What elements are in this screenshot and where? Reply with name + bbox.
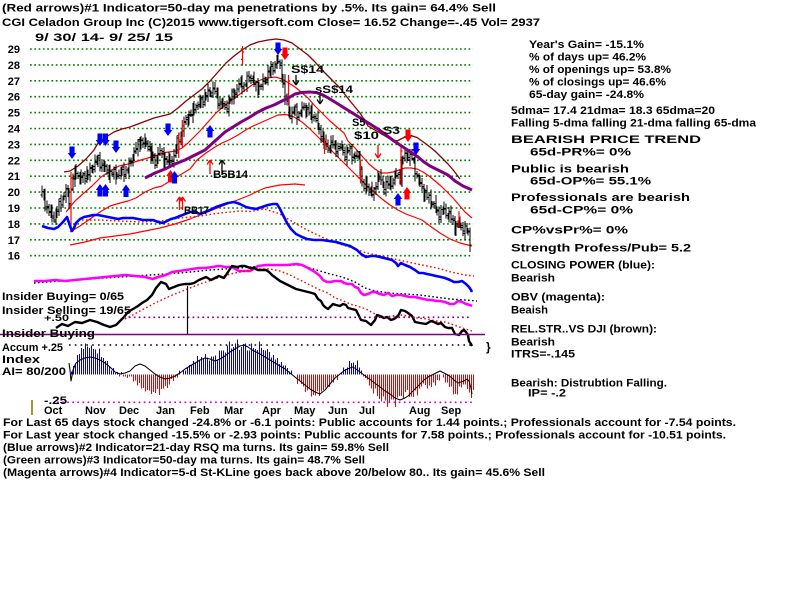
svg-text:AI= 80/200: AI= 80/200 (2, 366, 66, 378)
svg-text:S3: S3 (383, 125, 400, 137)
svg-text:Bearish: Bearish (511, 337, 555, 349)
svg-text:Bearish: Bearish (511, 273, 555, 285)
svg-text:Apr: Apr (262, 405, 282, 417)
svg-text:(Blue arrows)#2 Indicator=21-d: (Blue arrows)#2 Indicator=21-day RSQ ma … (3, 442, 389, 454)
svg-text:25: 25 (8, 108, 20, 120)
svg-text:Strength Profess/Pub= 5.2: Strength Profess/Pub= 5.2 (511, 243, 691, 255)
svg-text:CLOSING POWER (blue):: CLOSING POWER (blue): (511, 260, 655, 272)
svg-text:Nov: Nov (85, 405, 107, 417)
svg-text:27: 27 (8, 76, 20, 88)
svg-text:Insider Buying= 0/65: Insider Buying= 0/65 (2, 291, 124, 303)
svg-text:20: 20 (8, 187, 20, 199)
svg-text:For Last 65 days stock changed: For Last 65 days stock changed -24.8% or… (3, 417, 736, 429)
svg-text:Public is bearish: Public is bearish (511, 164, 629, 176)
svg-text:+.50: +.50 (44, 313, 69, 323)
svg-text:% of openings up= 53.8%: % of openings up= 53.8% (529, 64, 671, 76)
svg-text:ITRS=-.145: ITRS=-.145 (511, 349, 575, 361)
svg-text:Jan: Jan (156, 405, 175, 417)
svg-text:Year's Gain= -15.1%: Year's Gain= -15.1% (529, 39, 644, 51)
svg-text:BEARISH PRICE TREND: BEARISH PRICE TREND (511, 134, 701, 146)
svg-text:% of days up= 46.2%: % of days up= 46.2% (529, 52, 646, 64)
svg-text:26: 26 (8, 92, 20, 104)
svg-text:B5B14: B5B14 (213, 169, 249, 181)
svg-text:Jul: Jul (359, 405, 375, 417)
svg-text:% of closings up= 46.6%: % of closings up= 46.6% (529, 77, 666, 89)
svg-text:65d-PR%= 0%: 65d-PR%= 0% (530, 147, 631, 159)
svg-text:65d-CP%= 0%: 65d-CP%= 0% (530, 205, 633, 217)
svg-text:9/ 30/ 14- 9/ 25/ 15: 9/ 30/ 14- 9/ 25/ 15 (35, 32, 173, 44)
svg-text:Beaish: Beaish (511, 305, 548, 317)
svg-text:OBV (magenta):: OBV (magenta): (511, 292, 605, 304)
svg-text:S5: S5 (352, 117, 365, 129)
svg-text:(Green arrows)#3 Indicator=50-: (Green arrows)#3 Indicator=50-day ma tur… (3, 455, 365, 467)
svg-text:Accum +.25: Accum +.25 (2, 342, 63, 354)
svg-text:28: 28 (8, 60, 20, 72)
svg-text:Dec: Dec (119, 405, 139, 417)
svg-text:-.25: -.25 (44, 395, 67, 407)
svg-text:For Last year stock changed -1: For Last year stock changed -15.5% or -2… (3, 430, 726, 442)
svg-text:CGI Celadon Group Inc (C)2: CGI Celadon Group Inc (C)2015 www.tigers… (2, 17, 540, 29)
svg-text:19: 19 (8, 203, 20, 215)
svg-text:Jun: Jun (328, 405, 348, 417)
svg-text:(Magenta arrows)#4 Indicator=5: (Magenta arrows)#4 Indicator=5-d St-KLin… (3, 467, 545, 479)
svg-text:(Red arrows)#1 Indicator=50-da: (Red arrows)#1 Indicator=50-day ma penet… (2, 3, 496, 15)
svg-text:29: 29 (8, 44, 20, 56)
svg-text:Aug: Aug (409, 405, 430, 417)
svg-text:Sep: Sep (441, 405, 461, 417)
svg-text:24: 24 (8, 124, 21, 136)
svg-text:18: 18 (8, 219, 20, 231)
svg-text:Insider Buying: Insider Buying (2, 328, 95, 340)
svg-text:sS$14: sS$14 (315, 84, 354, 96)
svg-text:Oct: Oct (44, 405, 63, 417)
svg-text:16: 16 (8, 251, 20, 263)
svg-text:65d-OP%= 55.1%: 65d-OP%= 55.1% (530, 176, 651, 188)
svg-text:IP= -.2: IP= -.2 (528, 388, 566, 400)
svg-text:5dma= 17.4 21dma= 18.3 65dma=2: 5dma= 17.4 21dma= 18.3 65dma=20 (511, 105, 715, 117)
svg-text:$10: $10 (354, 130, 379, 142)
svg-text:Feb: Feb (190, 405, 210, 417)
svg-text:Professionals are bearish: Professionals are bearish (511, 192, 690, 204)
svg-text:REL.STR..VS DJI (brown):: REL.STR..VS DJI (brown): (511, 324, 657, 336)
svg-text:Index: Index (2, 354, 41, 366)
svg-text:S$14: S$14 (291, 64, 325, 76)
svg-text:Mar: Mar (224, 405, 244, 417)
svg-text:21: 21 (8, 171, 20, 183)
svg-text:CP%vsPr%= 0%: CP%vsPr%= 0% (511, 225, 628, 237)
svg-text:BB17: BB17 (184, 205, 209, 217)
svg-text:22: 22 (8, 155, 20, 167)
svg-text:Bearish: Distrubtion Falling.: Bearish: Distrubtion Falling. (511, 378, 667, 390)
svg-text:23: 23 (8, 139, 20, 151)
svg-text:}: } (486, 340, 491, 354)
svg-text:Insider Selling= 19/65: Insider Selling= 19/65 (2, 305, 131, 317)
svg-text:17: 17 (8, 235, 20, 247)
svg-text:65-day gain= -24.8%: 65-day gain= -24.8% (529, 89, 644, 101)
svg-text:May: May (294, 405, 316, 417)
svg-text:Falling 5-dma falling 21-dma f: Falling 5-dma falling 21-dma falling 65-… (511, 118, 757, 130)
